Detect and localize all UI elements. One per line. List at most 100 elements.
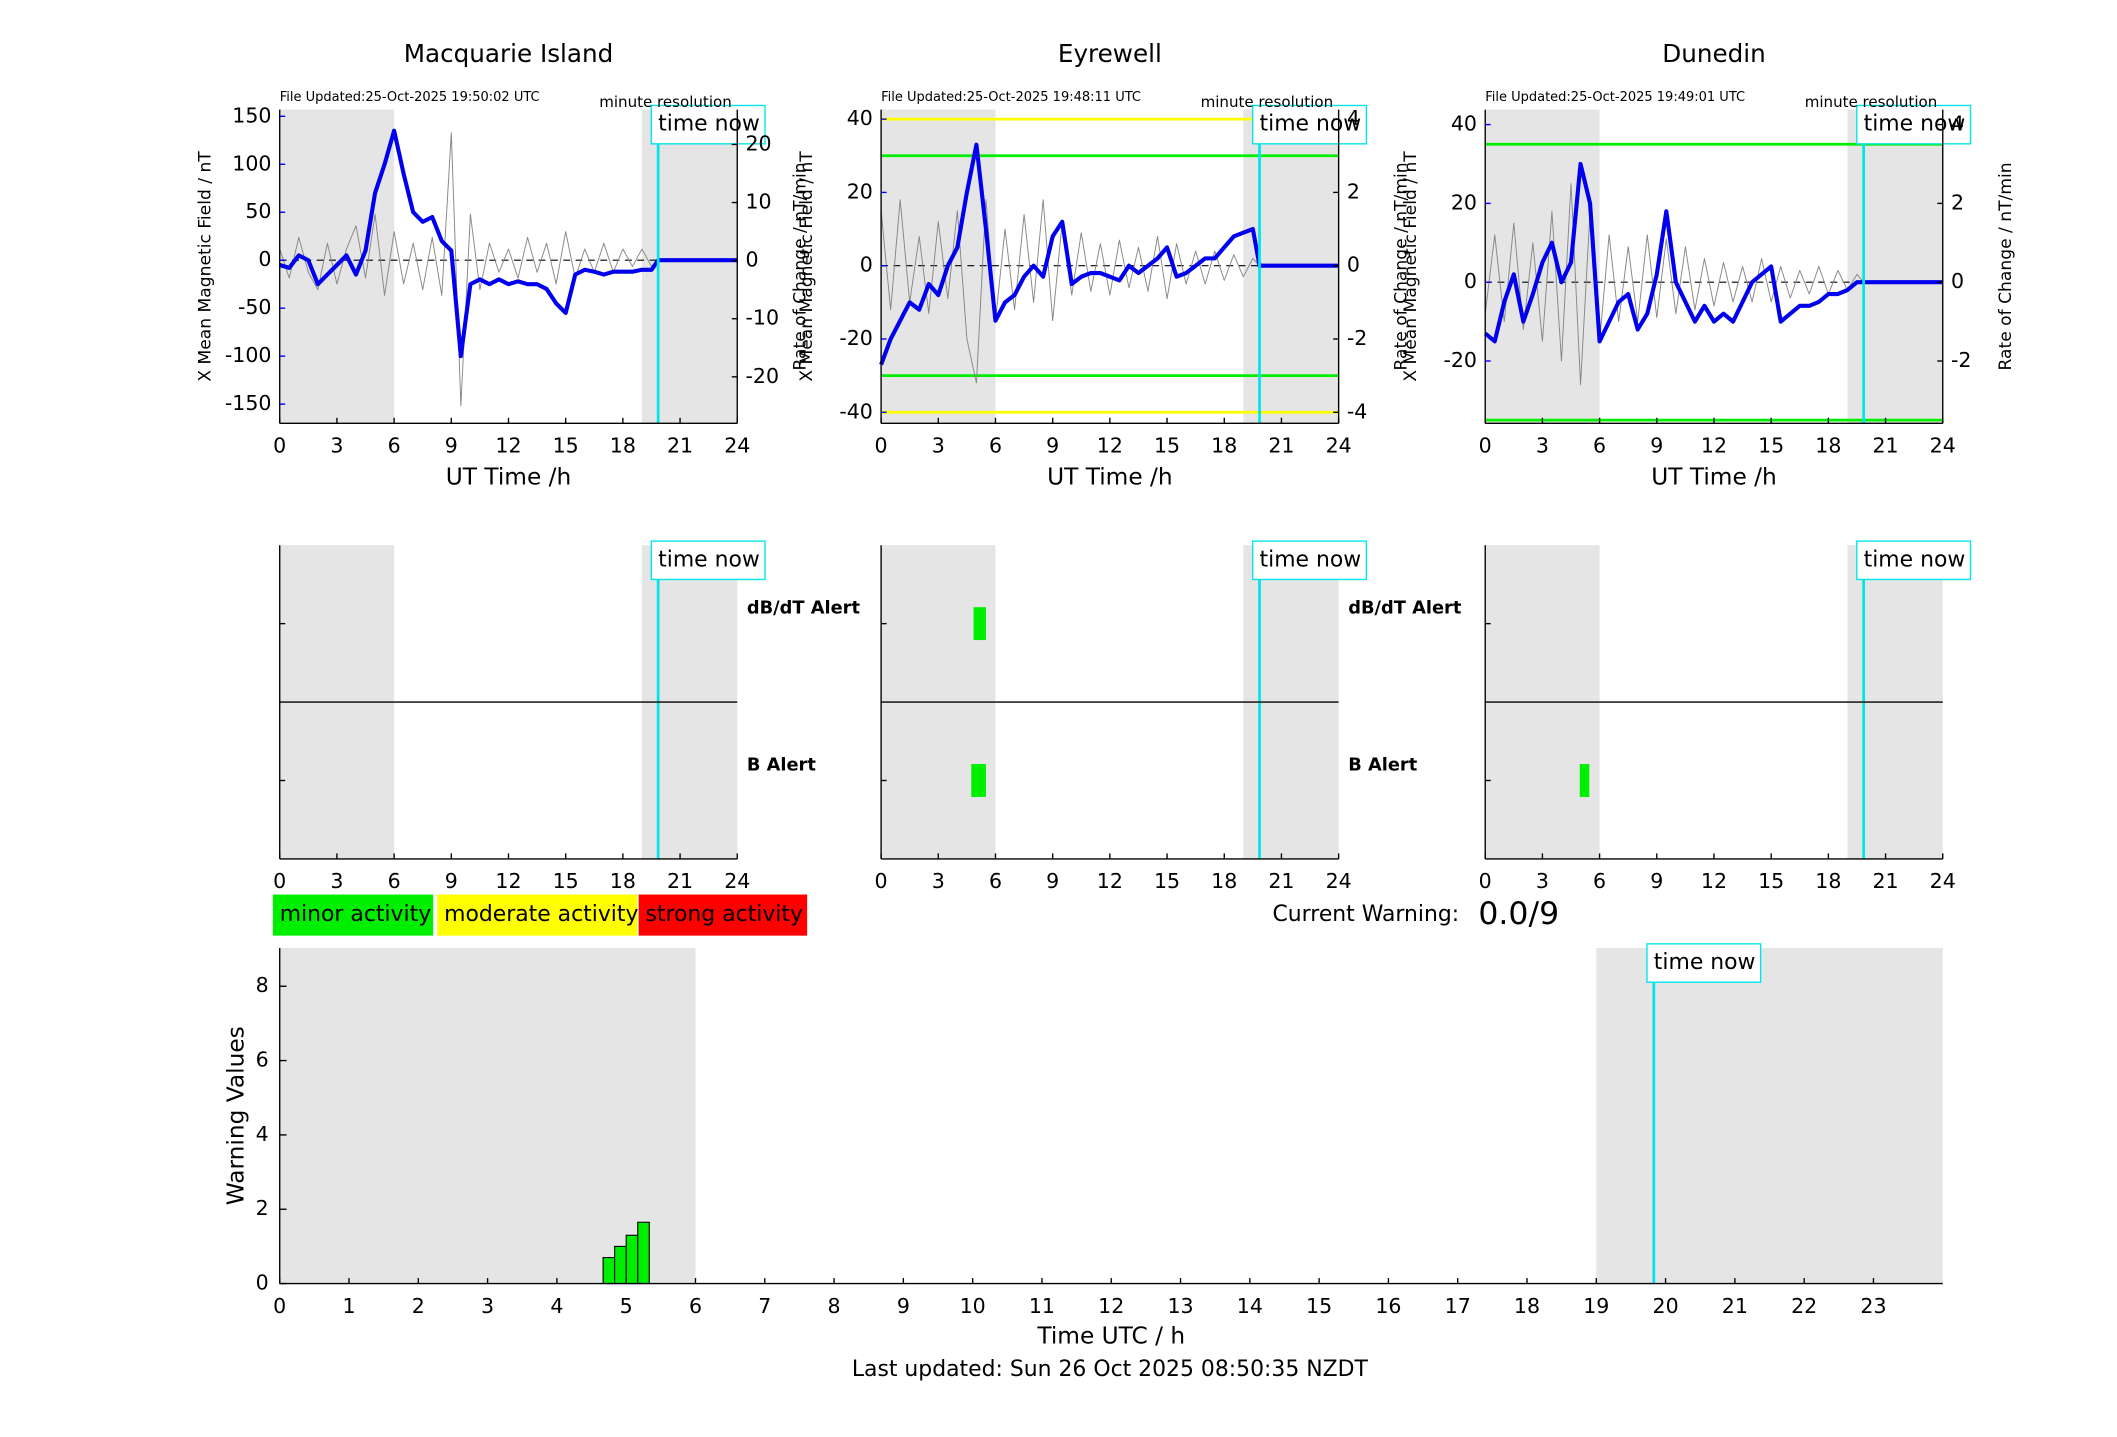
y-tick-label: -20 <box>839 326 873 350</box>
time-now-label: time now <box>1260 112 1362 137</box>
night-shade <box>1596 947 1943 1284</box>
file-updated: File Updated:25-Oct-2025 19:49:01 UTC <box>1485 90 1745 105</box>
alert-mark <box>971 764 986 797</box>
x-tick-label: 21 <box>667 434 693 458</box>
resolution: minute resolution <box>1805 93 1938 111</box>
y2-axis-label: Rate of Change / nT/min <box>1996 162 2016 370</box>
x-tick-label: 9 <box>1046 869 1059 893</box>
rate-line <box>1484 183 1865 386</box>
x-tick-label: 9 <box>1650 434 1663 458</box>
file-updated: File Updated:25-Oct-2025 19:48:11 UTC <box>881 90 1141 105</box>
x-tick-label: 3 <box>330 869 343 893</box>
y-axis-label: X Mean Magnetic Field / nT <box>797 151 817 382</box>
y-axis-label: X Mean Magnetic Field / nT <box>196 151 216 382</box>
time-now-box <box>650 104 766 145</box>
time-now-label: time now <box>1260 547 1362 572</box>
x-tick-label: 15 <box>553 434 579 458</box>
time-now-box <box>1856 104 1972 145</box>
x-tick-label: 0 <box>273 1294 286 1318</box>
x-tick-label: 24 <box>724 869 750 893</box>
x-tick-label: 18 <box>1815 434 1841 458</box>
resolution: minute resolution <box>599 93 732 111</box>
x-tick-label: 21 <box>1722 1294 1748 1318</box>
x-tick-label: 4 <box>550 1294 563 1318</box>
legend-swatch <box>638 894 808 936</box>
x-tick-label: 15 <box>1758 434 1784 458</box>
y2-axis-label: Rate of Change / nT/min <box>790 162 810 370</box>
warning-bar <box>637 1221 650 1285</box>
current-warning-value: 0.0/9 <box>1478 896 1559 932</box>
time-now-box <box>1251 540 1368 581</box>
time-now-box <box>650 540 766 581</box>
x-tick-label: 15 <box>1306 1294 1332 1318</box>
y2-tick-label: 10 <box>745 190 771 214</box>
x-tick-label: 24 <box>1326 869 1352 893</box>
x-tick-label: 3 <box>1536 869 1549 893</box>
x-tick-label: 18 <box>1514 1294 1540 1318</box>
y2-tick-label: 0 <box>745 248 758 272</box>
x-tick-label: 12 <box>495 869 521 893</box>
x-tick-label: 15 <box>553 869 579 893</box>
x-tick-label: 12 <box>1098 1294 1124 1318</box>
y2-tick-label: -2 <box>1347 326 1367 350</box>
panel-title: Dunedin <box>1662 39 1765 68</box>
field-line <box>879 142 1339 366</box>
x-tick-label: 12 <box>1097 869 1123 893</box>
x-tick-label: 14 <box>1237 1294 1263 1318</box>
x-tick-label: 3 <box>481 1294 494 1318</box>
y-tick-label: -100 <box>225 343 272 367</box>
alert-mark <box>1579 764 1590 797</box>
field-line <box>1483 161 1943 344</box>
y-axis-label: Warning Values <box>223 1026 250 1205</box>
y-tick-label: 8 <box>256 973 269 997</box>
alert-label: B Alert <box>747 754 816 775</box>
y-tick-label: 4 <box>256 1122 269 1146</box>
y-tick-label: 0 <box>860 253 873 277</box>
panel-title: Macquarie Island <box>404 39 614 68</box>
x-tick-label: 17 <box>1445 1294 1471 1318</box>
x-tick-label: 21 <box>667 869 693 893</box>
y2-tick-label: -10 <box>745 306 779 330</box>
legend-swatch <box>272 894 434 936</box>
time-now-label: time now <box>658 547 760 572</box>
y-tick-label: 100 <box>232 151 271 175</box>
y-tick-label: -40 <box>839 399 873 423</box>
x-tick-label: 6 <box>989 434 1002 458</box>
x-tick-label: 21 <box>1268 434 1294 458</box>
legend-label: strong activity <box>645 902 802 927</box>
x-tick-label: 0 <box>273 869 286 893</box>
x-tick-label: 15 <box>1154 869 1180 893</box>
x-tick-label: 24 <box>1930 434 1956 458</box>
x-tick-label: 9 <box>1046 434 1059 458</box>
x-tick-label: 24 <box>1930 869 1956 893</box>
x-tick-label: 18 <box>1211 434 1237 458</box>
y-tick-label: 50 <box>245 199 271 223</box>
x-tick-label: 9 <box>445 869 458 893</box>
x-tick-label: 8 <box>828 1294 841 1318</box>
x-tick-label: 6 <box>388 869 401 893</box>
x-tick-label: 0 <box>875 434 888 458</box>
alert-label: dB/dT Alert <box>1348 598 1462 619</box>
y-tick-label: -20 <box>1443 348 1477 372</box>
time-now-label: time now <box>1654 950 1756 975</box>
warning-bar <box>614 1245 627 1285</box>
x-tick-label: 18 <box>610 869 636 893</box>
x-tick-label: 2 <box>412 1294 425 1318</box>
alert-label: dB/dT Alert <box>747 598 861 619</box>
file-updated: File Updated:25-Oct-2025 19:50:02 UTC <box>280 90 540 105</box>
time-now-box <box>1251 104 1368 145</box>
y2-tick-label: 20 <box>745 131 771 155</box>
y-tick-label: 20 <box>847 179 873 203</box>
time-now-label: time now <box>658 112 760 137</box>
x-tick-label: 0 <box>1479 434 1492 458</box>
x-tick-label: 9 <box>445 434 458 458</box>
x-tick-label: 24 <box>724 434 750 458</box>
alert-label: B Alert <box>1348 754 1417 775</box>
x-tick-label: 10 <box>960 1294 986 1318</box>
y-tick-label: 40 <box>847 106 873 130</box>
current-warning-label: Current Warning: <box>1273 902 1460 927</box>
y-tick-label: 6 <box>256 1048 269 1072</box>
x-tick-label: 6 <box>1593 869 1606 893</box>
time-now-label: time now <box>1864 547 1966 572</box>
